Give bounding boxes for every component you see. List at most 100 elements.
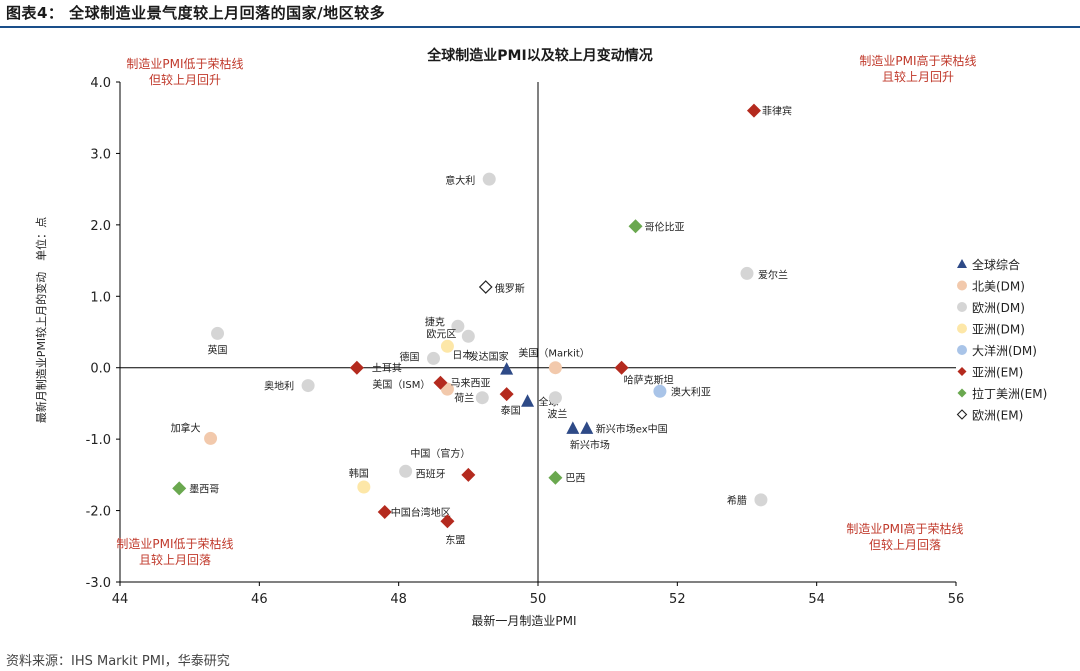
axes: 44 46 48 50 52 54 56 4.0 3.0 2.0 1.0 0.0 -1.0 -2.0 -3.… [86,76,965,607]
data-point-label: 西班牙 [416,468,446,480]
data-point [482,172,496,186]
data-point [349,360,364,375]
data-point [172,481,187,496]
data-point [500,362,514,375]
data-point [440,514,455,529]
data-point [451,319,465,333]
data-point [440,339,454,353]
data-point [433,375,448,390]
legend-label: 拉丁美洲(EM) [972,386,1047,401]
data-point [461,467,476,482]
legend-marker [957,367,967,376]
scatter-chart: 全球制造业PMI以及较上月变动情况 44 46 48 50 52 54 56 4.0 3.0 2.… [34,47,1047,628]
data-point [614,360,629,375]
legend-marker [957,259,967,268]
data-point-label: 东盟 [445,533,465,546]
data-point-label: 美国（Markit） [518,347,589,360]
quadrant-label: 但较上月回升 [149,72,221,87]
quadrant-label: 制造业PMI低于荣枯线 [126,56,243,71]
quadrant-label: 且较上月回落 [139,552,211,567]
legend-label: 大洋洲(DM) [972,343,1037,358]
source-note: 资料来源：IHS Markit PMI，华泰研究 [6,654,230,669]
y-tick-label: -1.0 [86,433,111,448]
x-tick-label: 54 [808,592,825,607]
x-tick-label: 50 [530,592,547,607]
data-point [204,431,218,445]
data-point-label: 菲律宾 [762,105,792,118]
y-tick-label: 4.0 [90,76,111,91]
data-point [548,361,562,375]
data-point-label: 波兰 [547,408,567,421]
legend-label: 亚洲(DM) [972,323,1025,337]
y-tick-label: 2.0 [90,219,111,234]
legend-marker [957,345,967,355]
data-point [566,421,580,434]
figure-title: 图表4： 全球制造业景气度较上月回落的国家/地区较多 [6,4,386,22]
data-point [580,421,594,434]
legend-marker [957,323,967,334]
data-point-label: 新兴市场ex中国 [596,422,668,435]
data-point-label: 土耳其 [372,362,402,375]
data-point [499,387,514,402]
data-point-label: 意大利 [445,174,475,187]
x-tick-label: 52 [669,592,686,607]
data-point [211,326,225,340]
data-point-label: 哈萨克斯坦 [624,374,674,387]
data-point-label: 泰国 [501,404,521,417]
legend-marker [956,409,968,420]
data-point [357,480,371,494]
data-point-label: 捷克 [425,315,445,328]
x-tick-label: 48 [390,592,407,607]
data-point-label: 韩国 [349,467,369,480]
quadrant-label: 且较上月回升 [882,69,954,84]
x-tick-label: 44 [112,592,129,607]
data-point [754,493,768,507]
data-point [548,470,563,485]
data-point-label: 俄罗斯 [495,282,525,295]
data-point-label: 德国 [400,350,420,363]
data-point [301,379,315,393]
data-point-label: 墨西哥 [189,483,219,495]
y-tick-label: -2.0 [86,505,111,520]
legend-label: 亚洲(EM) [972,366,1023,380]
data-point [746,103,761,118]
quadrant-label: 制造业PMI高于荣枯线 [859,53,976,68]
data-point-label: 希腊 [727,494,747,507]
quadrant-labels: 制造业PMI低于荣枯线但较上月回升制造业PMI高于荣枯线且较上月回升制造业PMI… [116,53,976,567]
data-point-label: 马来西亚 [450,378,490,390]
data-point-label: 加拿大 [171,421,201,434]
y-tick-label: -3.0 [86,576,111,591]
data-point [427,351,440,365]
data-point [399,464,413,478]
data-point-label: 荷兰 [454,392,474,405]
x-tick-label: 46 [251,592,268,607]
legend-label: 全球综合 [972,257,1020,272]
legend-marker [957,280,967,291]
data-point-label: 巴西 [565,473,585,485]
data-point [628,219,643,234]
data-point-label: 日本 [452,348,472,361]
quadrant-label: 但较上月回落 [869,537,941,552]
y-tick-label: 3.0 [90,147,111,162]
y-tick-label: 1.0 [90,290,111,305]
legend-marker [957,302,967,312]
legend-label: 欧洲(EM) [972,409,1023,423]
quadrant-label: 制造业PMI高于荣枯线 [846,521,963,536]
data-point [521,394,535,407]
data-point-label: 新兴市场 [570,438,610,451]
x-axis-label: 最新一月制造业PMI [471,613,576,628]
data-point [478,280,493,294]
data-point-label: 澳大利亚 [671,385,711,398]
data-point [548,391,562,405]
data-point [475,391,489,405]
data-point [653,384,667,398]
data-point-label: 奥地利 [264,380,294,393]
quadrant-label: 制造业PMI低于荣枯线 [116,536,233,551]
data-point-label: 哥伦比亚 [645,220,685,233]
data-point [377,505,392,519]
y-axis-label: 最新月制造业PMI较上月的变动 单位：点 [34,217,48,423]
legend-marker [957,388,967,398]
legend-label: 欧洲(DM) [972,301,1025,315]
data-point [461,329,475,343]
